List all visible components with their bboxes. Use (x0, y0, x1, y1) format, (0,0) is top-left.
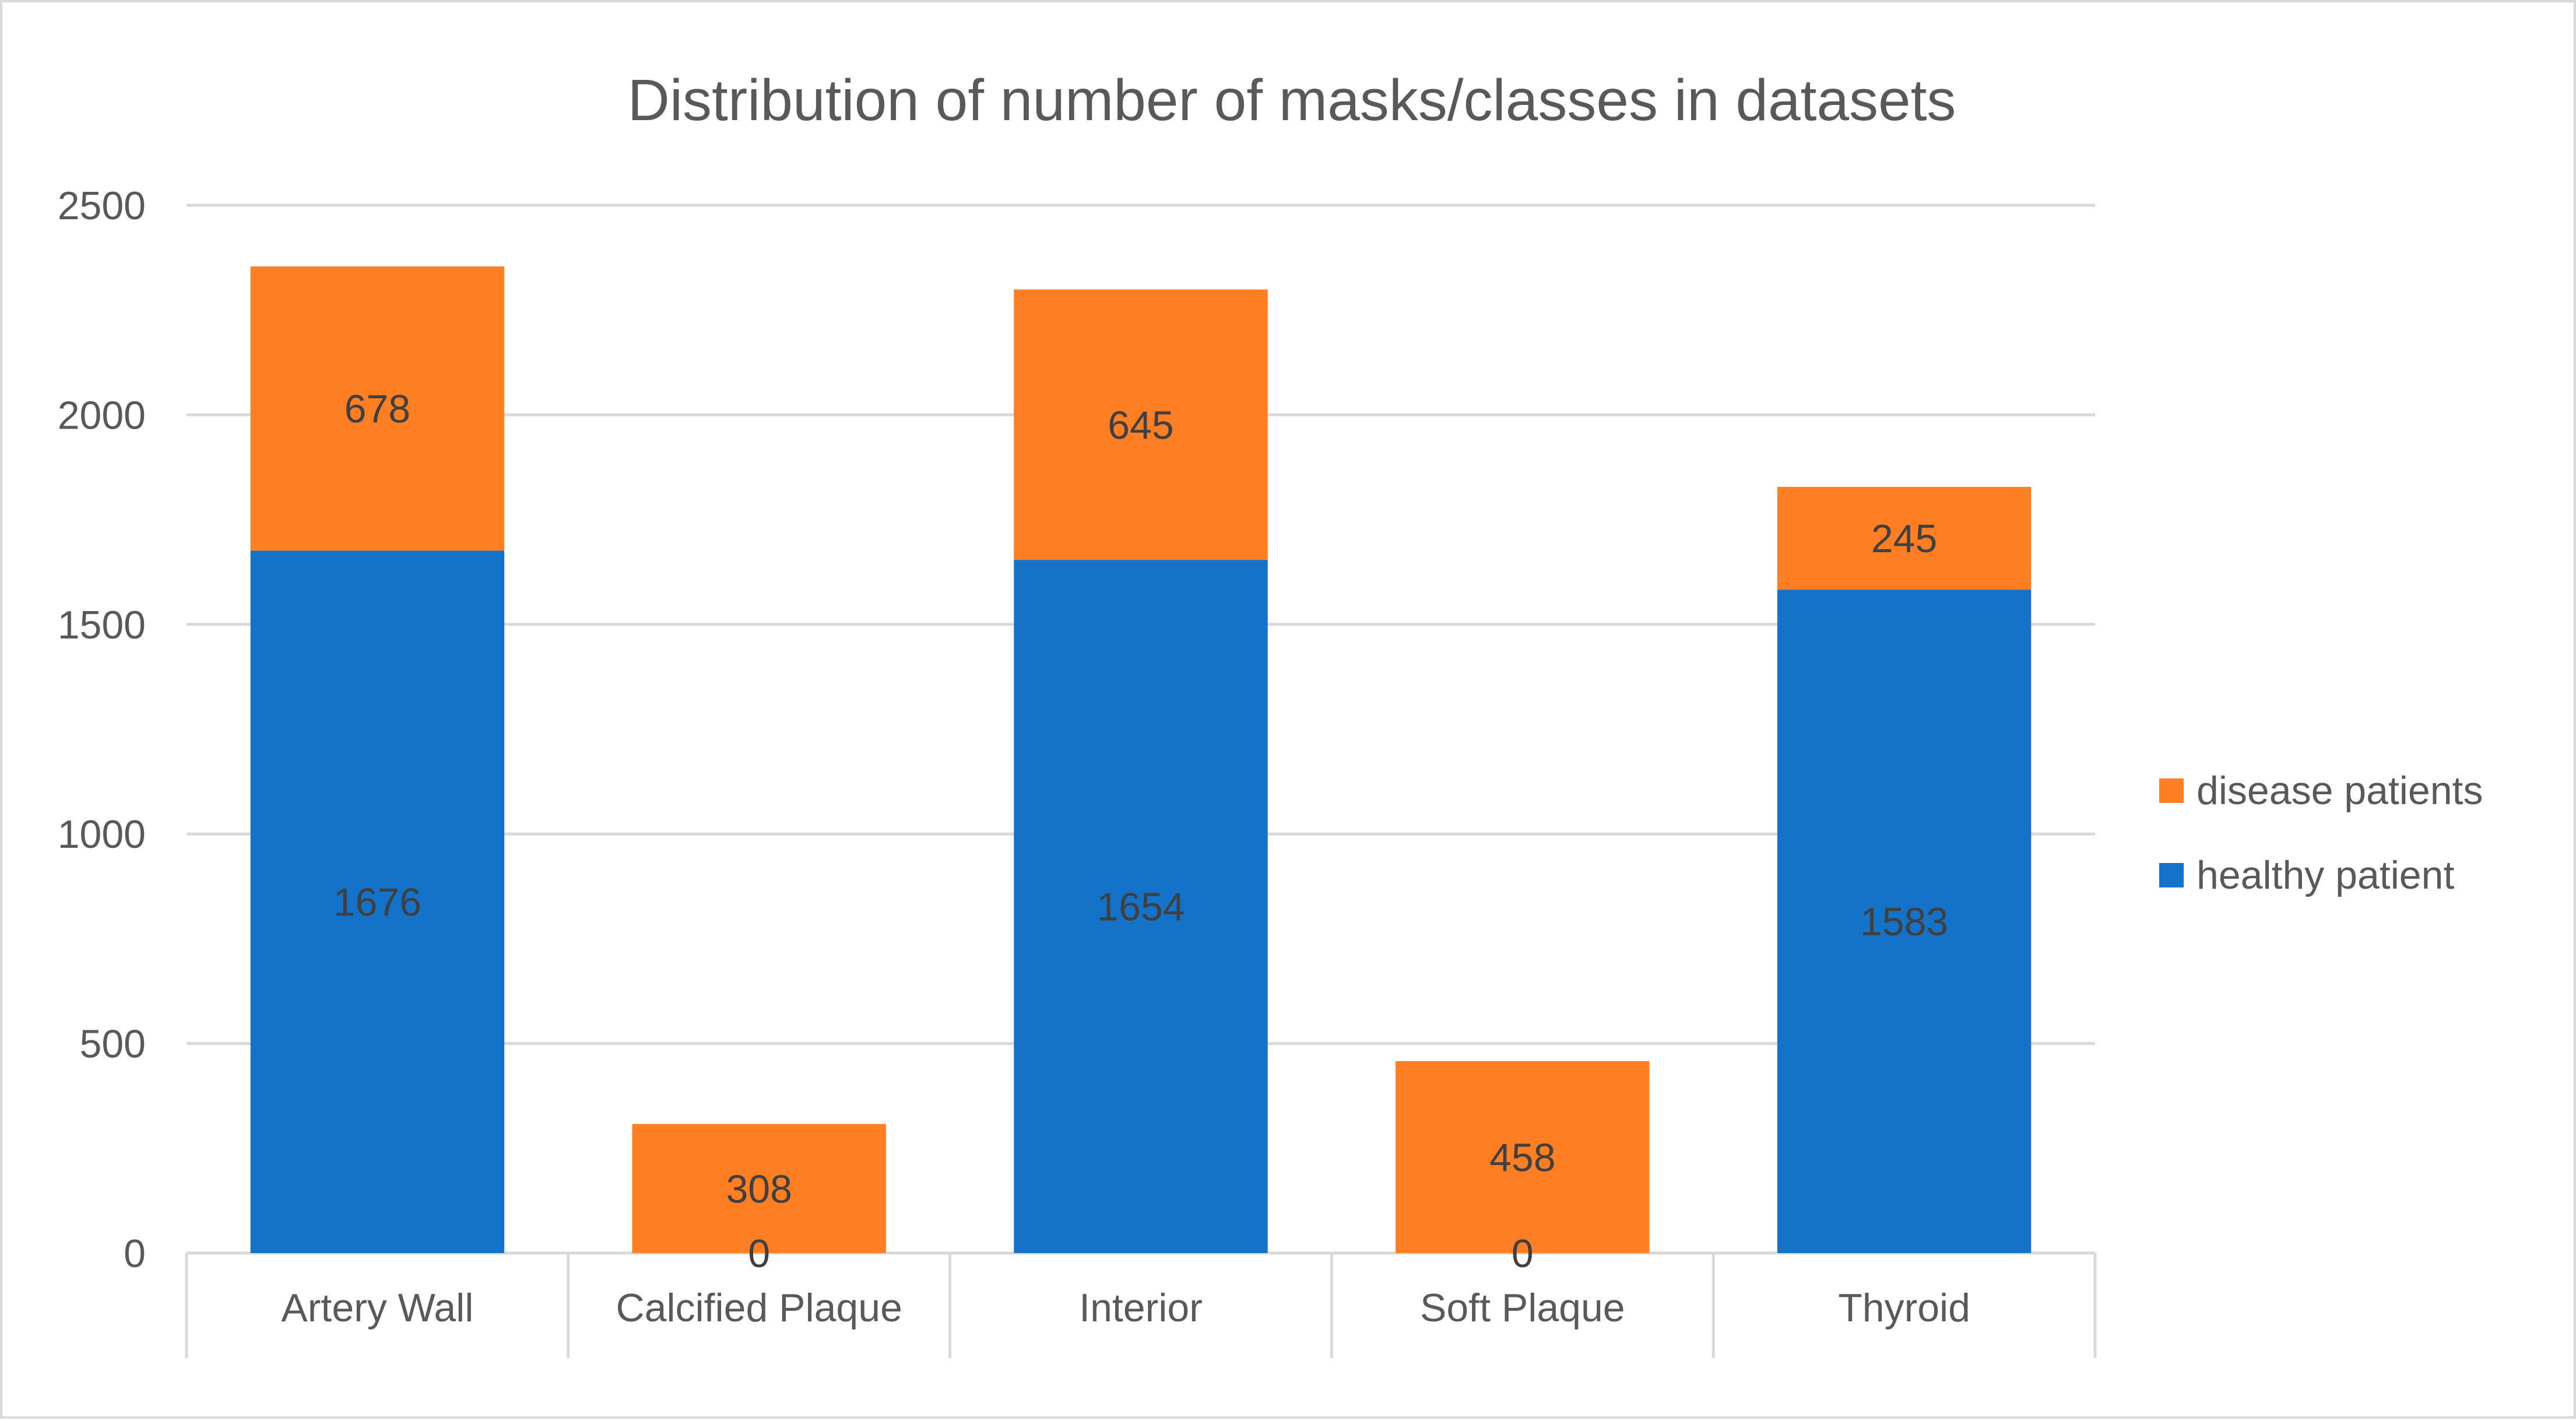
data-label: 1583 (1860, 900, 1948, 944)
chart-title: Distribution of number of masks/classes … (628, 68, 1956, 133)
y-tick-label: 1000 (58, 812, 146, 857)
data-label: 0 (1512, 1231, 1534, 1276)
data-label: 245 (1871, 517, 1937, 561)
bar-disease-patients (632, 1124, 886, 1253)
bar-disease-patients (1777, 487, 2032, 590)
bar-healthy-patient (250, 550, 505, 1253)
legend-label: disease patients (2197, 769, 2483, 813)
x-tick-label: Calcified Plaque (616, 1286, 902, 1330)
bar-disease-patients (250, 266, 505, 551)
bars (250, 266, 2032, 1254)
data-label: 308 (726, 1167, 792, 1211)
bar-disease-patients (1396, 1061, 1650, 1253)
legend-swatch (2159, 778, 2184, 803)
x-tick-label: Interior (1079, 1286, 1203, 1330)
legend-swatch (2159, 863, 2184, 887)
legend: disease patients healthy patient (2159, 769, 2483, 897)
legend-label: healthy patient (2197, 853, 2454, 897)
data-labels: 1676 678 0 308 1654 645 0 458 1583 245 (333, 387, 1948, 1276)
y-tick-label: 1500 (58, 603, 146, 647)
data-label: 1676 (333, 880, 421, 925)
y-tick-label: 2500 (58, 184, 146, 228)
x-tick-label: Artery Wall (281, 1286, 473, 1330)
bar-disease-patients (1014, 289, 1268, 560)
bar-healthy-patient (1777, 590, 2032, 1253)
y-tick-label: 500 (80, 1022, 146, 1066)
x-tick-label: Thyroid (1838, 1286, 1970, 1330)
x-tick-label: Soft Plaque (1420, 1286, 1625, 1330)
data-label: 458 (1489, 1135, 1555, 1180)
y-tick-label: 0 (124, 1231, 146, 1276)
data-label: 0 (748, 1231, 770, 1276)
bar-healthy-patient (1014, 560, 1268, 1254)
data-label: 645 (1108, 403, 1173, 447)
y-tick-label: 2000 (58, 393, 146, 437)
data-label: 1654 (1097, 885, 1185, 929)
data-label: 678 (345, 387, 410, 431)
axes: 0 500 1000 1500 2000 2500 Artery Wall Calcified… (58, 184, 2097, 1358)
